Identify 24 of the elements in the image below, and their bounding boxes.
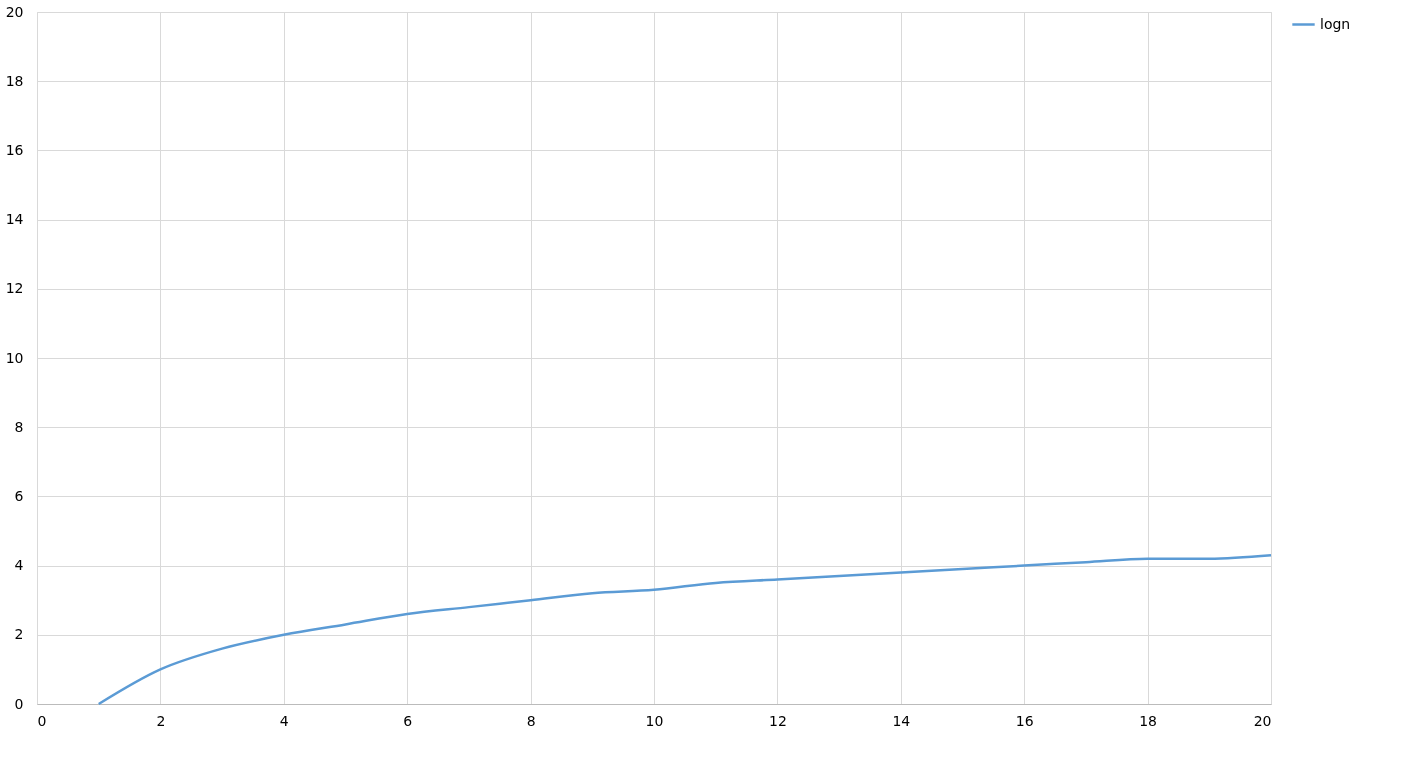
x-tick-label: 4 bbox=[279, 712, 289, 729]
y-tick-label: 10 bbox=[5, 349, 24, 366]
y-tick-label: 20 bbox=[5, 3, 24, 20]
x-tick-label: 0 bbox=[37, 712, 47, 729]
x-tick-label: 8 bbox=[526, 712, 536, 729]
x-tick-label: 18 bbox=[1139, 712, 1158, 729]
x-tick-label: 16 bbox=[1015, 712, 1034, 729]
x-tick-label: 14 bbox=[892, 712, 911, 729]
x-tick-label: 2 bbox=[156, 712, 166, 729]
y-tick-label: 6 bbox=[14, 487, 24, 504]
legend-label: logn bbox=[1320, 15, 1351, 32]
line-series bbox=[97, 553, 1273, 706]
y-tick-label: 4 bbox=[14, 557, 24, 574]
y-tick-label: 0 bbox=[14, 695, 24, 712]
y-tick-label: 16 bbox=[5, 141, 24, 158]
y-tick-label: 18 bbox=[5, 72, 24, 89]
y-tick-label: 2 bbox=[14, 626, 24, 643]
y-tick-label: 12 bbox=[5, 280, 24, 297]
x-tick-label: 12 bbox=[768, 712, 787, 729]
x-tick-label: 20 bbox=[1253, 712, 1272, 729]
y-tick-label: 14 bbox=[5, 211, 24, 228]
x-tick-label: 10 bbox=[645, 712, 664, 729]
x-tick-label: 6 bbox=[403, 712, 413, 729]
y-tick-label: 8 bbox=[14, 418, 24, 435]
